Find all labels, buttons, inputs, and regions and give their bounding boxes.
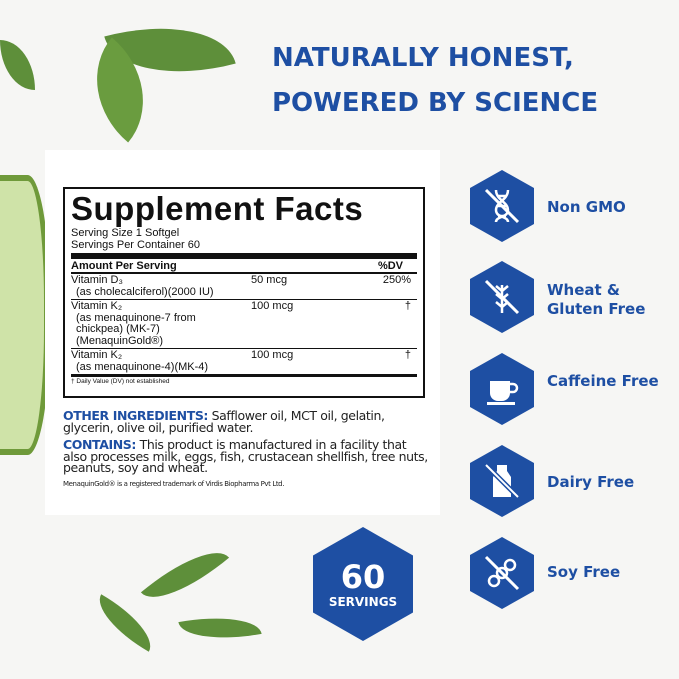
headline-line-2: POWERED BY SCIENCE [272,88,599,118]
headline-line-1: NATURALLY HONEST, [272,43,574,73]
other-ingredients-label: OTHER INGREDIENTS: [63,408,209,423]
wheat-crossed-icon [470,261,534,333]
nutrient-name: Vitamin K₂ [71,300,123,312]
table-row: Vitamin K₂ (as menaquinone-7 from chickpe… [71,300,417,349]
facts-title: Supplement Facts [71,190,364,227]
divider [71,253,417,259]
dv-header: %DV [377,260,403,272]
dv: † [404,300,411,312]
nutrient-detail: (as menaquinone-7 from chickpea) (MK-7) … [76,311,196,347]
dna-crossed-icon [470,170,534,242]
dv: † [404,349,411,361]
trademark-note: MenaquinGold® is a registered trademark … [63,479,285,488]
cucumber-slices [0,175,50,455]
badge-label-wheat-gluten-free: Wheat & Gluten Free [547,281,646,318]
cup-icon [470,353,534,425]
servings-per-container: Servings Per Container 60 [71,239,201,251]
table-row: Vitamin D₃ (as cholecalciferol)(2000 IU) 5… [71,274,417,300]
footnote: † Daily Value (DV) not established [71,378,170,385]
milk-bottle-crossed-icon [470,445,534,517]
badge-label-soy-free: Soy Free [547,563,621,581]
leaf-sprig [140,534,230,616]
other-ingredients-text: Safflower oil, MCT oil, gelatin, glyceri… [63,408,385,435]
supplement-facts-table: Supplement Facts Serving Size 1 Softgel … [63,187,425,398]
serving-size: Serving Size 1 Softgel [71,227,180,239]
amount-header: Amount Per Serving [71,260,177,272]
ingredients-block: OTHER INGREDIENTS: Safflower oil, MCT oi… [63,408,433,489]
table-row: Vitamin K₂ (as menaquinone-4)(MK-4) 100 mc… [71,349,417,377]
soy-crossed-icon [470,537,534,609]
amount: 50 mcg [251,274,288,286]
dv: 250% [382,274,411,286]
contains-label: CONTAINS: [63,437,137,452]
nutrient-detail: (as cholecalciferol)(2000 IU) [76,285,214,298]
nutrient-name: Vitamin K₂ [71,349,123,361]
amount: 100 mcg [251,300,294,312]
leaf-sprig [178,608,262,648]
badge-label-non-gmo: Non GMO [547,198,626,216]
servings-label: SERVINGS [328,595,398,609]
basil-leaf [0,40,35,90]
badge-label-caffeine-free: Caffeine Free [547,372,659,390]
table-header: Amount Per Serving %DV [71,260,417,274]
badge-label-dairy-free: Dairy Free [547,473,635,491]
amount: 100 mcg [251,349,294,361]
contains-text: This product is manufactured in a facili… [63,437,428,475]
servings-badge: 60 SERVINGS [313,527,413,641]
leaf-sprig [88,594,162,652]
nutrient-name: Vitamin D₃ [71,274,123,286]
headline: NATURALLY HONEST, POWERED BY SCIENCE [272,36,672,126]
servings-count: 60 [340,558,386,596]
nutrient-detail: (as menaquinone-4)(MK-4) [76,360,209,373]
